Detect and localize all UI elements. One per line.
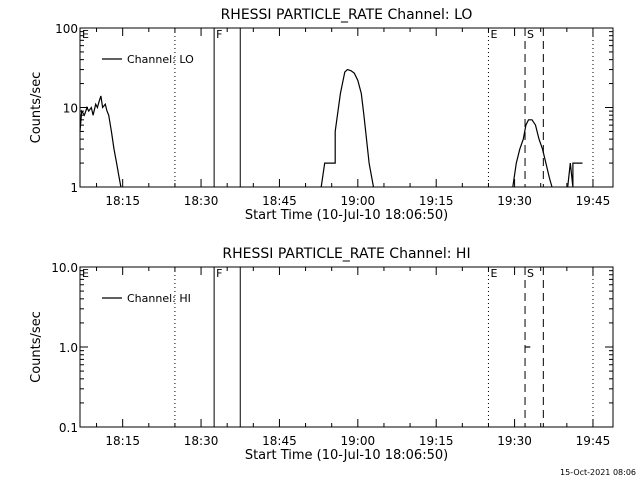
event-marker-label: E bbox=[490, 28, 497, 41]
series-line-0-segment-3 bbox=[567, 162, 583, 188]
plot-frame bbox=[79, 266, 614, 428]
y-tick-label: 1.0 bbox=[59, 341, 78, 355]
x-tick-label: 18:30 bbox=[184, 434, 219, 448]
event-marker-label: F bbox=[216, 28, 222, 41]
chart-title: RHESSI PARTICLE_RATE Channel: LO bbox=[221, 7, 473, 23]
legend-label: Channel: HI bbox=[127, 292, 191, 305]
event-marker-label: S bbox=[527, 267, 534, 280]
x-tick-label: 18:15 bbox=[105, 434, 140, 448]
series-line-0-segment-0 bbox=[79, 95, 122, 188]
y-axis-label: Counts/sec bbox=[29, 72, 44, 144]
y-tick-label: 10 bbox=[63, 102, 78, 116]
y-axis-label: Counts/sec bbox=[29, 311, 44, 383]
event-marker-label: E bbox=[82, 267, 89, 280]
event-marker-label: F bbox=[216, 267, 222, 280]
event-marker-label: S bbox=[527, 28, 534, 41]
chart-panel-0: RHESSI PARTICLE_RATE Channel: LO 1 10 100 18… bbox=[29, 7, 614, 223]
x-tick-label: 19:00 bbox=[341, 194, 376, 208]
chart-panel-1: RHESSI PARTICLE_RATE Channel: HI 0.1 1.0 10… bbox=[29, 246, 614, 463]
series-line-0-segment-2 bbox=[512, 119, 553, 188]
x-tick-label: 19:15 bbox=[419, 194, 454, 208]
x-axis-label: Start Time (10-Jul-10 18:06:50) bbox=[245, 448, 448, 463]
y-tick-label: 100 bbox=[55, 22, 78, 36]
y-tick-label: 0.1 bbox=[59, 421, 78, 435]
y-tick-label: 1 bbox=[70, 181, 78, 195]
plot-frame bbox=[79, 27, 614, 188]
x-tick-label: 19:45 bbox=[576, 434, 611, 448]
event-marker-label: E bbox=[82, 28, 89, 41]
x-tick-label: 18:45 bbox=[262, 434, 297, 448]
event-marker-label: E bbox=[490, 267, 497, 280]
x-tick-label: 19:30 bbox=[497, 194, 532, 208]
x-tick-label: 19:00 bbox=[341, 434, 376, 448]
y-tick-label: 10.0 bbox=[51, 261, 78, 275]
x-tick-label: 18:15 bbox=[105, 194, 140, 208]
footer-timestamp: 15-Oct-2021 08:06 bbox=[560, 468, 636, 477]
x-tick-label: 19:15 bbox=[419, 434, 454, 448]
series-line-0-segment-1 bbox=[320, 68, 375, 188]
chart-title: RHESSI PARTICLE_RATE Channel: HI bbox=[222, 246, 470, 262]
legend-label: Channel: LO bbox=[127, 53, 194, 66]
x-axis-label: Start Time (10-Jul-10 18:06:50) bbox=[245, 208, 448, 223]
x-tick-label: 19:45 bbox=[576, 194, 611, 208]
x-tick-label: 19:30 bbox=[497, 434, 532, 448]
x-tick-label: 18:30 bbox=[184, 194, 219, 208]
x-tick-label: 18:45 bbox=[262, 194, 297, 208]
